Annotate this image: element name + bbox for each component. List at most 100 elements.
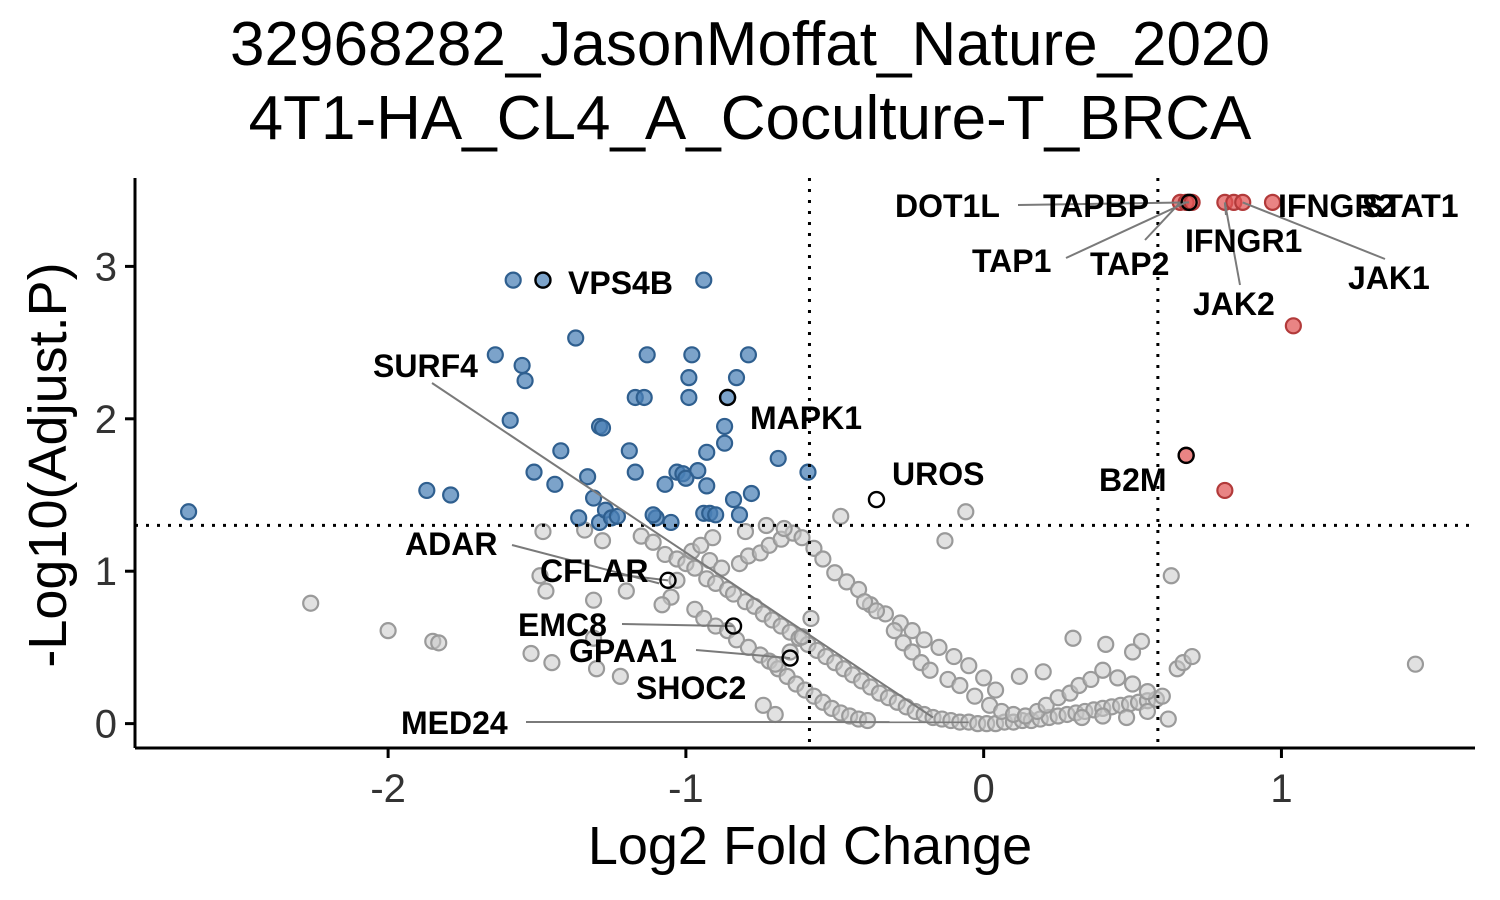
data-point-down	[730, 506, 749, 524]
y-tick-label: 0	[95, 703, 117, 747]
data-point-ns	[379, 622, 397, 640]
data-point-down	[707, 506, 725, 524]
data-point-ns	[617, 582, 635, 600]
gene-label: B2M	[1099, 462, 1167, 498]
data-point-ns	[584, 629, 603, 647]
data-point-up	[1263, 193, 1282, 211]
data-point-down	[683, 346, 701, 364]
data-point-down	[695, 271, 713, 289]
data-point-ns	[1034, 663, 1052, 681]
data-point-down	[698, 443, 716, 461]
data-point-ns	[936, 532, 954, 550]
downregulated-points	[180, 271, 817, 532]
data-point-ns	[686, 559, 704, 577]
data-point-down	[769, 449, 787, 468]
gene-label: TAPBP	[1043, 188, 1149, 224]
data-point-ns	[921, 661, 939, 679]
data-point-ns	[793, 529, 811, 547]
label-highlight-ring	[1180, 193, 1198, 212]
data-point-down	[635, 388, 653, 407]
data-point-down	[567, 329, 585, 347]
data-point-ns	[1097, 635, 1115, 653]
data-point-ns	[1132, 632, 1151, 650]
leader-line	[1223, 202, 1241, 286]
data-point-down	[418, 481, 436, 500]
data-point-down	[516, 372, 534, 390]
data-point-ns	[775, 519, 793, 538]
chart-subtitle: 4T1-HA_CL4_A_Coculture-T_BRCA	[248, 84, 1252, 153]
data-point-ns	[522, 644, 540, 663]
data-point-ns	[1010, 667, 1029, 685]
gene-label: DOT1L	[895, 188, 1000, 224]
data-point-ns	[1117, 708, 1136, 727]
data-point-ns	[986, 681, 1005, 699]
data-point-ns	[757, 516, 775, 535]
label-highlight-ring	[659, 571, 677, 590]
gene-label: VPS4B	[568, 265, 673, 301]
data-point-down	[680, 369, 698, 387]
label-highlight-ring	[781, 649, 799, 667]
data-point-ns	[1109, 669, 1127, 687]
data-point-down	[584, 489, 603, 507]
gene-label: MED24	[401, 705, 508, 741]
data-point-ns	[724, 585, 743, 603]
data-point-down	[662, 513, 680, 532]
data-point-down	[486, 346, 504, 364]
leader-line	[1017, 201, 1190, 206]
data-point-up	[1216, 481, 1234, 500]
data-point-ns	[754, 696, 772, 714]
axes: -2 -1 0 1 0 1 2 3	[95, 178, 1475, 811]
gene-label: MAPK1	[750, 400, 862, 436]
gene-label: IFNGR1	[1185, 223, 1302, 259]
data-point-ns	[885, 622, 903, 640]
data-point-down	[626, 463, 644, 481]
gene-label: EMC8	[518, 607, 607, 643]
data-point-ns	[704, 529, 722, 547]
gene-label: JAK2	[1193, 286, 1275, 322]
x-axis-label: Log2 Fold Change	[587, 816, 1033, 876]
gene-label: GPAA1	[569, 633, 677, 669]
label-leader-lines	[431, 193, 1386, 724]
data-point-ns	[858, 711, 877, 730]
data-point-ns	[302, 594, 320, 612]
data-point-down	[593, 419, 612, 437]
data-point-ns	[832, 507, 850, 525]
data-point-down	[739, 346, 758, 364]
data-point-ns	[915, 631, 933, 649]
data-point-ns	[1037, 696, 1055, 714]
label-highlight-ring	[724, 617, 743, 635]
x-tick-label: 0	[973, 767, 995, 811]
leader-line	[1065, 201, 1187, 259]
data-point-down	[501, 411, 519, 429]
data-point-down	[180, 503, 198, 521]
data-point-ns	[766, 705, 784, 724]
data-point-ns	[951, 676, 969, 695]
data-point-ns	[966, 687, 984, 705]
data-point-ns	[945, 647, 963, 666]
data-point-down	[724, 490, 743, 509]
leader-line	[1144, 201, 1181, 241]
gene-label: SHOC2	[636, 670, 746, 706]
data-point-ns	[855, 593, 874, 611]
data-point-ns	[611, 667, 629, 685]
gene-label: CFLAR	[540, 553, 648, 589]
data-point-ns	[975, 669, 993, 687]
data-point-ns	[1162, 567, 1180, 585]
data-point-ns	[1073, 708, 1091, 727]
data-point-down	[727, 369, 746, 387]
gene-label: JAK1	[1348, 260, 1430, 296]
leader-line	[1242, 201, 1386, 260]
data-point-ns	[692, 536, 710, 554]
data-point-ns	[653, 596, 671, 614]
data-point-ns	[957, 503, 975, 521]
data-point-ns	[1138, 702, 1157, 721]
gene-label: IFNGR2	[1278, 188, 1395, 224]
gene-label: SURF4	[373, 348, 478, 384]
leader-line	[621, 623, 734, 628]
data-point-ns	[1183, 647, 1201, 666]
data-point-ns	[960, 657, 978, 675]
data-point-down	[689, 462, 707, 480]
data-point-down	[656, 475, 674, 493]
data-point-ns	[644, 533, 662, 551]
